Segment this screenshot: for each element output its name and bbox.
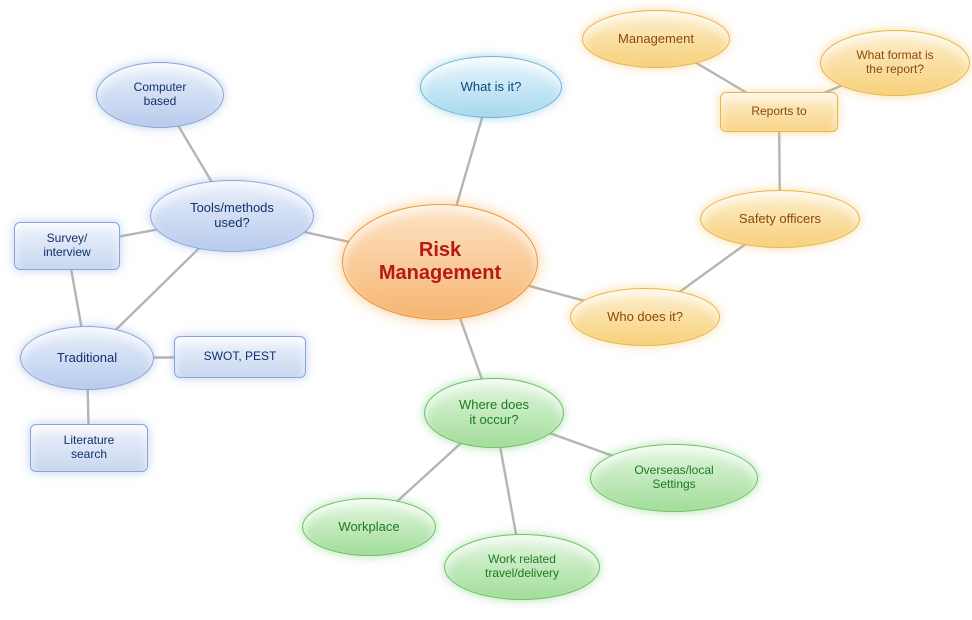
node-label-survey_interview: Survey/ interview xyxy=(35,228,98,264)
node-computer_based: Computer based xyxy=(96,62,224,128)
node-label-where_occur: Where does it occur? xyxy=(451,394,537,432)
node-center: Risk Management xyxy=(342,204,538,320)
node-label-tools_methods: Tools/methods used? xyxy=(182,197,282,235)
node-management: Management xyxy=(582,10,730,68)
node-label-center: Risk Management xyxy=(371,235,509,289)
node-workplace: Workplace xyxy=(302,498,436,556)
node-label-what_is_it: What is it? xyxy=(453,76,530,99)
node-overseas: Overseas/local Settings xyxy=(590,444,758,512)
node-survey_interview: Survey/ interview xyxy=(14,222,120,270)
mindmap-canvas: Risk Management What is it? Who does it? Sa… xyxy=(0,0,972,620)
node-swot_pest: SWOT, PEST xyxy=(174,336,306,378)
node-label-traditional: Traditional xyxy=(49,347,125,370)
node-label-workplace: Workplace xyxy=(330,516,407,539)
node-who_does_it: Who does it? xyxy=(570,288,720,346)
node-label-management: Management xyxy=(610,28,702,51)
node-label-overseas: Overseas/local Settings xyxy=(626,460,721,496)
node-traditional: Traditional xyxy=(20,326,154,390)
node-label-literature_search: Literature search xyxy=(56,430,123,466)
node-label-safety_officers: Safety officers xyxy=(731,208,829,231)
node-label-work_travel: Work related travel/delivery xyxy=(477,549,567,585)
node-what_format: What format is the report? xyxy=(820,30,970,96)
node-what_is_it: What is it? xyxy=(420,56,562,118)
node-label-swot_pest: SWOT, PEST xyxy=(196,346,285,368)
node-work_travel: Work related travel/delivery xyxy=(444,534,600,600)
node-reports_to: Reports to xyxy=(720,92,838,132)
node-label-computer_based: Computer based xyxy=(126,77,195,113)
node-where_occur: Where does it occur? xyxy=(424,378,564,448)
node-label-who_does_it: Who does it? xyxy=(599,306,691,329)
node-label-reports_to: Reports to xyxy=(743,101,814,123)
node-safety_officers: Safety officers xyxy=(700,190,860,248)
node-label-what_format: What format is the report? xyxy=(848,45,941,81)
node-tools_methods: Tools/methods used? xyxy=(150,180,314,252)
node-literature_search: Literature search xyxy=(30,424,148,472)
